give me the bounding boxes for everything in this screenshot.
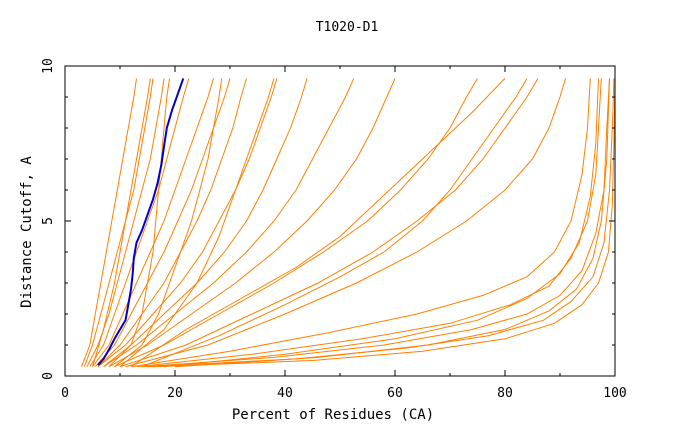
series-line-9 [103, 78, 308, 368]
highlight-series-line [97, 78, 185, 366]
series-line-17 [141, 78, 610, 368]
series-line-5 [92, 78, 214, 368]
series-line-24 [141, 78, 528, 368]
series-line-22 [119, 78, 275, 368]
series-line-26 [174, 78, 610, 368]
y-tick-label-0: 0 [41, 372, 56, 380]
series-line-1 [81, 78, 137, 367]
series-line-27 [163, 78, 599, 368]
series-line-16 [136, 78, 602, 368]
series-line-25 [92, 78, 151, 367]
series-line-6 [94, 78, 231, 368]
series-line-15 [130, 78, 591, 368]
y-tick-label-10: 10 [41, 58, 56, 74]
y-axis-label: Distance Cutoff, A [19, 156, 35, 308]
axes-layer: 0 20 40 60 80 100 0 5 10 [41, 58, 627, 401]
series-line-11 [108, 78, 396, 368]
x-axis-label: Percent of Residues (CA) [232, 407, 434, 423]
series-line-7 [97, 78, 247, 368]
series-line-21 [114, 78, 223, 368]
series-line-19 [152, 78, 616, 368]
series-line-14 [125, 78, 566, 368]
series-layer [81, 78, 616, 368]
series-line-18 [147, 78, 615, 368]
series-line-12 [114, 78, 478, 368]
x-tick-label-80: 80 [497, 386, 513, 401]
x-tick-label-20: 20 [167, 386, 183, 401]
series-line-20 [108, 78, 170, 368]
x-tick-label-40: 40 [277, 386, 293, 401]
highlight-layer [97, 78, 185, 366]
series-line-8 [97, 78, 278, 368]
x-tick-label-60: 60 [387, 386, 403, 401]
series-line-13 [119, 78, 539, 368]
y-tick-label-5: 5 [41, 217, 56, 225]
series-line-23 [130, 78, 506, 368]
x-tick-label-0: 0 [61, 386, 69, 401]
x-tick-label-100: 100 [603, 386, 626, 401]
chart-title: T1020-D1 [316, 20, 379, 35]
series-line-3 [86, 78, 165, 367]
series-line-10 [103, 78, 355, 368]
series-line-4 [89, 78, 190, 367]
